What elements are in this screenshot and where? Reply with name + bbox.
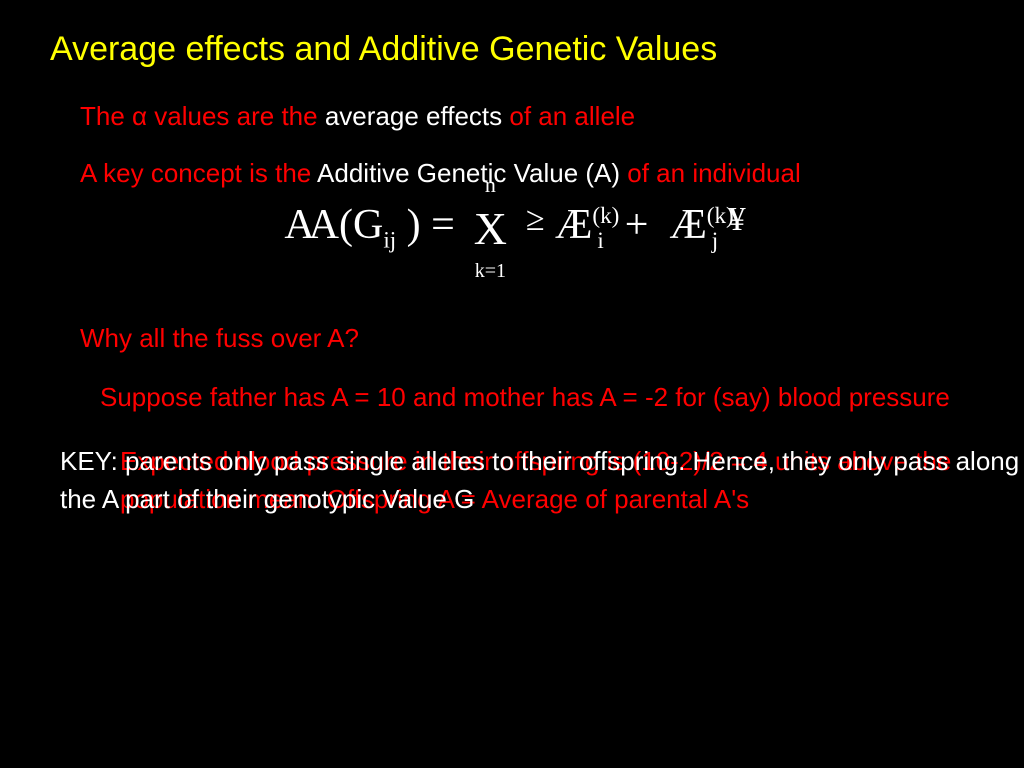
- text-key-parents-alleles: KEY: parents only pass single alleles to…: [60, 443, 1020, 518]
- slide-title: Average effects and Additive Genetic Val…: [50, 30, 974, 69]
- formula-additive-value: AA(Gij ) = n X k=1 ≥ Æ(k)i + Æ(k)j ¥: [50, 201, 974, 311]
- line-why-fuss: Why all the fuss over A?: [80, 321, 974, 356]
- line-example-parents: Suppose father has A = 10 and mother has…: [100, 380, 974, 415]
- line-additive-genetic-value: A key concept is the Additive Genetic Va…: [80, 156, 974, 191]
- line-avg-effects: The α values are the average effects of …: [80, 99, 974, 134]
- overlapping-text-block: Expected blood pressure in their offspri…: [60, 443, 974, 518]
